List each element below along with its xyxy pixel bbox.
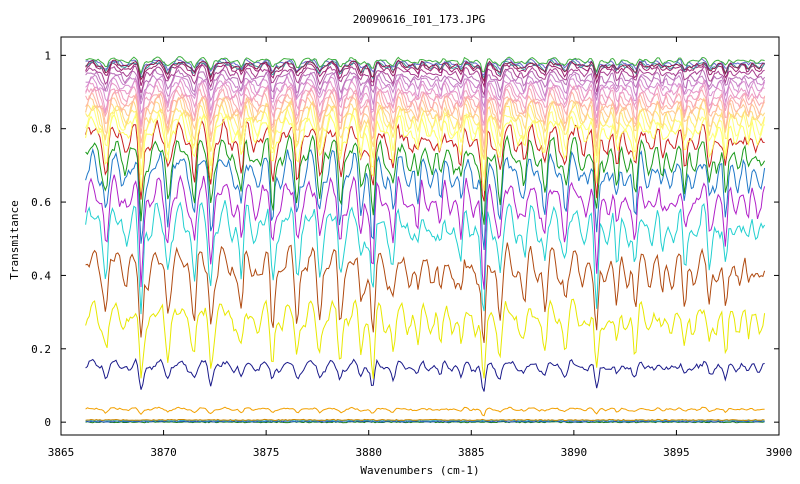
spectrum-series-line xyxy=(85,61,765,89)
spectrum-series-line xyxy=(85,75,766,116)
x-tick-label: 3870 xyxy=(150,446,177,459)
x-tick-label: 3890 xyxy=(561,446,588,459)
y-tick-label: 0.2 xyxy=(31,343,51,356)
spectrum-series-line xyxy=(85,298,766,379)
spectrum-series-line xyxy=(85,174,766,290)
y-tick-label: 1 xyxy=(44,49,51,62)
y-tick-label: 0.8 xyxy=(31,123,51,136)
spectrum-series-line xyxy=(85,419,765,422)
spectrum-series-line xyxy=(85,56,765,75)
x-tick-label: 3895 xyxy=(663,446,690,459)
x-tick-label: 3865 xyxy=(48,446,75,459)
x-axis-ticks: 3865 3870 3875 3880 3885 3890 3895 3900 xyxy=(48,37,793,459)
spectrum-series-line xyxy=(85,89,766,148)
series-group xyxy=(85,56,766,424)
spectrum-series-line xyxy=(85,92,765,155)
spectrum-series-line xyxy=(85,200,766,315)
spectrum-series-line xyxy=(85,147,766,251)
spectrum-series-line xyxy=(85,64,765,97)
spectrum-series-line xyxy=(85,71,766,109)
spectrum-series-line xyxy=(85,112,765,192)
x-tick-label: 3875 xyxy=(253,446,280,459)
x-tick-label: 3885 xyxy=(458,446,485,459)
plot-frame xyxy=(60,36,780,436)
spectrum-series-line xyxy=(85,418,765,422)
x-axis-label: Wavenumbers (cm-1) xyxy=(360,464,479,477)
x-tick-label: 3900 xyxy=(766,446,793,459)
spectrum-series-line xyxy=(85,134,766,225)
y-axis-ticks: 0 0.2 0.4 0.6 0.8 1 xyxy=(31,49,779,429)
y-tick-label: 0.4 xyxy=(31,269,51,282)
y-tick-label: 0 xyxy=(44,416,51,429)
spectrum-series-line xyxy=(85,59,765,83)
chart-title: 20090616_I01_173.JPG xyxy=(353,13,485,26)
spectrum-series-line xyxy=(85,118,765,202)
spectrum-series-line xyxy=(85,242,766,343)
spectrum-series-line xyxy=(85,78,765,125)
x-tick-label: 3880 xyxy=(355,446,382,459)
spectrum-series-line xyxy=(85,357,765,392)
spectrum-series-line xyxy=(85,406,765,417)
y-axis-label: Transmitance xyxy=(8,200,21,279)
y-tick-label: 0.6 xyxy=(31,196,51,209)
spectrum-series-line xyxy=(85,68,766,100)
